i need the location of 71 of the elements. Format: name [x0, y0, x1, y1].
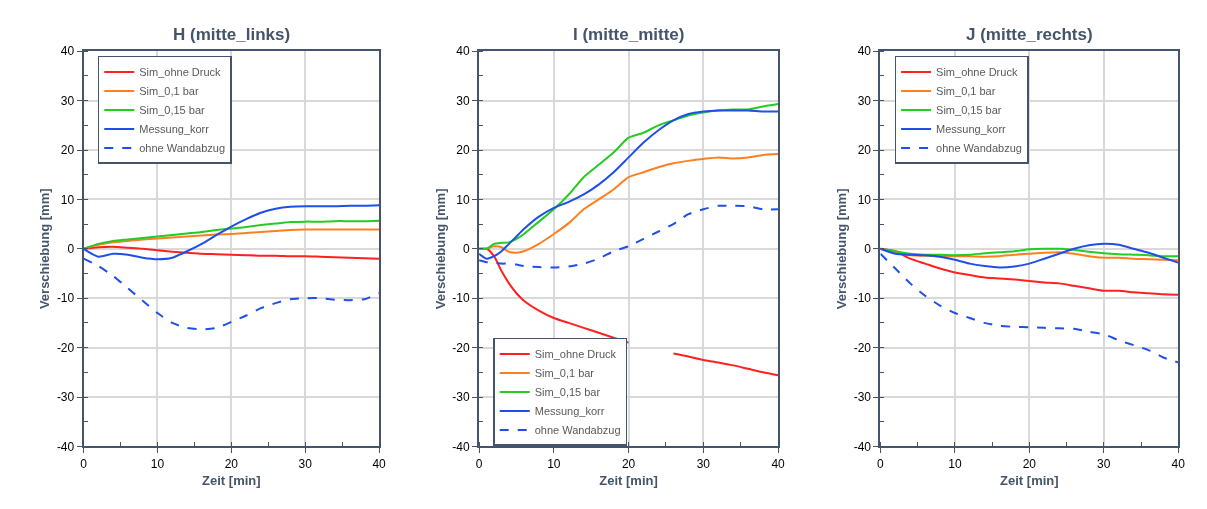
y-tick-label: -10	[452, 291, 471, 306]
legend-label: Sim_0,1 bar	[139, 85, 199, 98]
legend-label: Sim_0,15 bar	[139, 104, 206, 117]
x-tick-label: 30	[298, 456, 313, 471]
x-tick-label: 30	[696, 456, 711, 471]
legend-label: Messung_korr	[139, 123, 210, 136]
x-tick-label: 20	[224, 456, 239, 471]
y-tick-label: -10	[853, 291, 872, 306]
y-tick-label: 40	[857, 44, 872, 59]
y-tick-label: 0	[864, 242, 872, 256]
y-tick-label: -20	[452, 340, 471, 355]
legend-label: Sim_0,15 bar	[936, 104, 1002, 117]
x-tick-label: 0	[877, 456, 885, 471]
y-tick-label: -40	[56, 439, 75, 454]
line-series	[83, 257, 380, 331]
y-tick-label: -40	[853, 439, 872, 454]
y-tick-label: 20	[857, 143, 872, 158]
x-axis-title: Zeit [min]	[599, 472, 658, 488]
line-series	[83, 204, 380, 261]
y-tick-label: -40	[452, 439, 471, 454]
legend-label: ohne Wandabzug	[534, 424, 621, 437]
y-axis-title: Verschiebung [mm]	[834, 188, 850, 310]
chart-title: H (mitte_links)	[173, 25, 291, 44]
y-tick-label: -30	[853, 390, 872, 405]
x-axis-title: Zeit [min]	[1000, 472, 1059, 488]
x-tick-label: 10	[150, 456, 165, 471]
x-tick-label: 10	[547, 456, 561, 471]
line-series	[880, 252, 1179, 364]
legend-label: Sim_0,1 bar	[936, 85, 996, 98]
y-tick-label: 0	[67, 242, 75, 256]
chart-title: J (mitte_rechts)	[966, 25, 1093, 44]
y-tick-label: -20	[56, 340, 75, 355]
x-tick-label: 40	[771, 456, 786, 471]
y-axis-title: Verschiebung [mm]	[432, 188, 448, 310]
y-tick-label: 10	[857, 192, 872, 207]
x-tick-label: 20	[621, 456, 636, 471]
y-tick-label: 40	[60, 44, 75, 59]
x-tick-label: 40	[1171, 456, 1186, 471]
y-tick-label: 30	[857, 93, 872, 108]
legend-label: Messung_korr	[936, 123, 1007, 136]
y-tick-label: -30	[452, 390, 471, 405]
y-tick-label: -20	[853, 340, 872, 355]
x-tick-label: 40	[372, 456, 387, 471]
legend-label: Sim_0,15 bar	[534, 386, 601, 399]
y-tick-label: 30	[456, 93, 471, 108]
y-tick-label: -10	[56, 291, 75, 306]
x-axis-title: Zeit [min]	[202, 472, 261, 488]
legend-label: ohne Wandabzug	[936, 142, 1022, 155]
y-axis-title: Verschiebung [mm]	[37, 188, 53, 310]
x-tick-label: 10	[948, 456, 962, 471]
legend-label: Sim_0,1 bar	[534, 367, 595, 380]
y-tick-label: 0	[463, 242, 470, 256]
y-tick-label: 10	[456, 192, 471, 207]
y-tick-label: 30	[60, 93, 75, 108]
y-tick-label: 10	[60, 192, 75, 207]
legend-label: ohne Wandabzug	[139, 142, 226, 155]
line-series	[880, 242, 1179, 269]
x-tick-label: 0	[475, 456, 483, 471]
y-tick-label: 20	[456, 143, 471, 158]
legend-label: Sim_ohne Druck	[534, 348, 617, 361]
y-tick-label: -30	[56, 390, 75, 405]
y-tick-label: 40	[456, 44, 471, 59]
legend-label: Sim_ohne Druck	[936, 66, 1018, 79]
x-tick-label: 30	[1097, 456, 1111, 471]
x-tick-label: 20	[1022, 456, 1037, 471]
chart-title: I (mitte_mitte)	[573, 25, 685, 44]
legend-label: Sim_ohne Druck	[139, 66, 222, 79]
line-series	[83, 219, 380, 250]
y-tick-label: 20	[60, 143, 75, 158]
x-tick-label: 0	[80, 456, 88, 471]
legend-label: Messung_korr	[534, 405, 605, 418]
